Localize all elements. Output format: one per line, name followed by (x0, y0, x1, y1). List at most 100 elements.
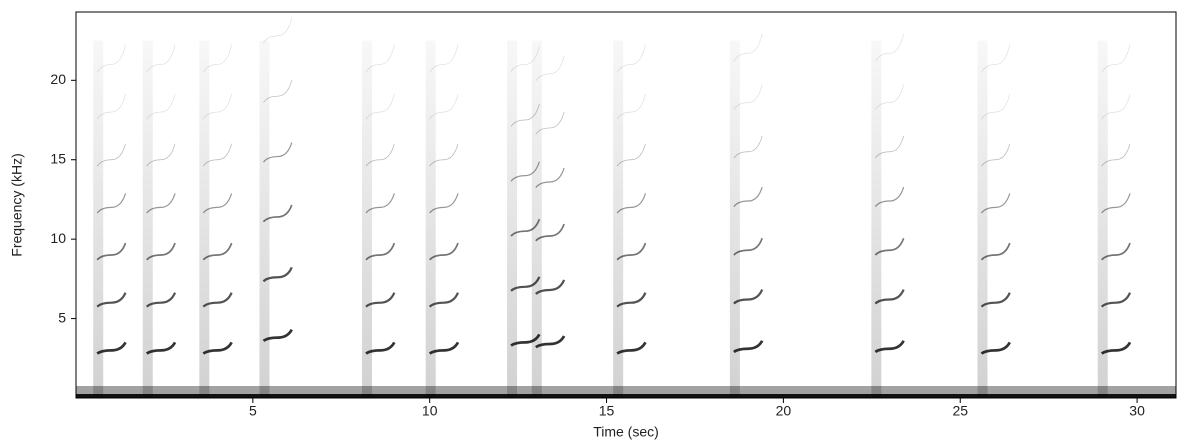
harmonic (96, 44, 126, 73)
harmonic (146, 143, 176, 167)
harmonic (874, 186, 905, 208)
harmonic (202, 341, 233, 355)
y-tick-label: 20 (50, 71, 66, 87)
harmonic (1101, 143, 1131, 167)
x-tick-label: 5 (249, 403, 257, 419)
harmonic (535, 55, 565, 82)
broadband-streak (977, 40, 988, 399)
harmonic (96, 341, 127, 355)
harmonic (733, 340, 764, 354)
harmonic (616, 341, 647, 355)
harmonic (535, 167, 565, 188)
harmonic (733, 289, 764, 305)
harmonic (875, 33, 904, 62)
harmonic (616, 94, 646, 120)
harmonic (981, 94, 1011, 120)
harmonic (1101, 193, 1131, 214)
harmonic (96, 193, 127, 214)
plot-frame (75, 11, 1177, 399)
harmonic (535, 279, 566, 295)
harmonic (203, 44, 232, 73)
harmonic (146, 242, 176, 261)
harmonic (146, 94, 176, 120)
y-tick-label: 15 (50, 150, 66, 166)
harmonic (146, 44, 176, 73)
harmonic (262, 142, 293, 163)
broadband-streak (1097, 40, 1108, 399)
harmonic (980, 292, 1011, 308)
harmonic (1101, 94, 1131, 120)
harmonic (981, 44, 1011, 73)
broadband-streak (142, 40, 153, 399)
harmonic (535, 111, 565, 135)
broadband-streak (507, 40, 518, 399)
harmonic (1100, 341, 1132, 355)
harmonic (263, 80, 293, 103)
harmonic (96, 94, 126, 120)
broadband-streak (613, 40, 624, 399)
broadband-streak (93, 40, 104, 399)
harmonic (1101, 242, 1131, 261)
harmonic (202, 193, 233, 214)
broadband-streak (729, 40, 740, 399)
harmonic (428, 341, 460, 355)
harmonic (145, 292, 177, 308)
y-tick-label: 10 (50, 230, 66, 246)
harmonic (202, 292, 233, 308)
harmonic (616, 292, 647, 308)
harmonic (262, 204, 293, 223)
harmonic (616, 193, 647, 214)
harmonic (96, 292, 127, 308)
noise-band (76, 394, 1176, 398)
harmonic (365, 341, 396, 355)
broadband-streak (531, 40, 542, 399)
harmonic (535, 223, 565, 242)
x-tick-label: 25 (952, 403, 968, 419)
harmonic (733, 135, 763, 159)
harmonic (733, 237, 763, 256)
harmonic (203, 143, 232, 167)
harmonic (874, 237, 905, 256)
harmonic (365, 242, 396, 261)
harmonic (1101, 44, 1131, 73)
y-tick-label: 5 (58, 309, 66, 325)
harmonic (263, 17, 293, 44)
x-axis-label: Time (sec) (593, 424, 659, 440)
harmonic (262, 266, 293, 283)
harmonic (365, 44, 395, 73)
harmonic (733, 33, 763, 62)
x-tick-label: 10 (422, 403, 438, 419)
harmonic (980, 341, 1011, 355)
broadband-streak (259, 40, 270, 399)
broadband-streak (425, 40, 436, 399)
harmonic (733, 186, 763, 208)
harmonic (365, 193, 395, 214)
harmonic (980, 242, 1011, 261)
harmonic (733, 84, 763, 110)
x-tick-label: 20 (776, 403, 792, 419)
harmonic (365, 94, 395, 120)
harmonic (429, 242, 459, 261)
harmonic (96, 143, 126, 167)
harmonic (203, 94, 232, 120)
harmonic (428, 292, 460, 308)
x-tick-label: 30 (1129, 403, 1145, 419)
harmonic (875, 84, 904, 110)
harmonic (429, 44, 459, 73)
harmonic (981, 143, 1011, 167)
harmonic (429, 143, 459, 167)
harmonic (146, 193, 176, 214)
harmonic (429, 193, 459, 214)
harmonic (365, 292, 396, 308)
harmonic (262, 328, 293, 342)
harmonic (980, 193, 1011, 214)
broadband-streak (871, 40, 882, 399)
harmonic (616, 44, 646, 73)
harmonic (534, 335, 566, 349)
broadband-streak (362, 40, 373, 399)
harmonic (874, 340, 905, 354)
broadband-streak (199, 40, 210, 399)
harmonic (202, 242, 233, 261)
harmonic (874, 289, 905, 305)
